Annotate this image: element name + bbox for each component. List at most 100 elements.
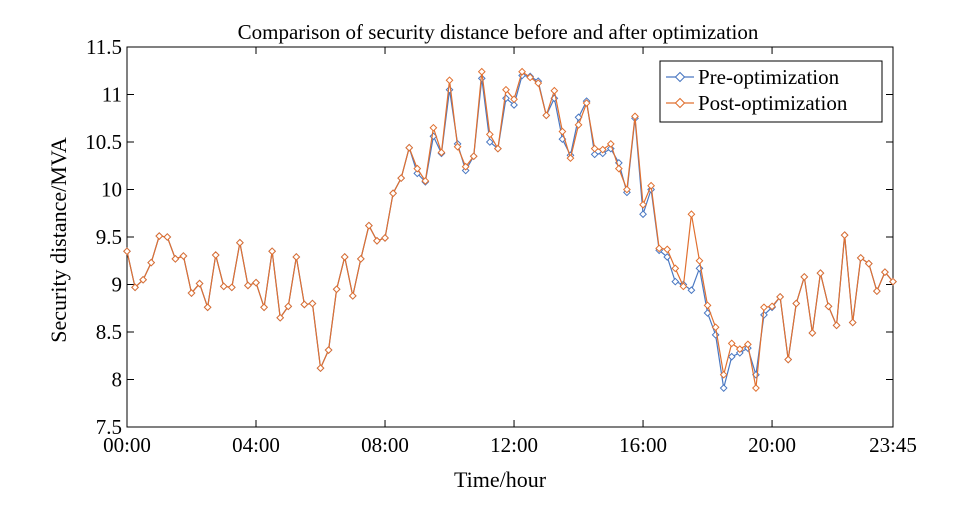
data-point-marker	[614, 164, 623, 173]
data-point-marker	[397, 174, 406, 183]
data-point-marker	[252, 278, 260, 287]
data-point-marker	[139, 275, 148, 284]
data-point-marker	[679, 282, 688, 291]
data-point-marker	[421, 177, 430, 185]
data-point-marker	[623, 185, 631, 194]
data-point-marker	[171, 254, 180, 263]
data-point-marker	[477, 74, 486, 83]
legend-label-pre: Pre-optimization	[698, 65, 840, 89]
data-point-marker	[558, 127, 567, 136]
data-point-marker	[840, 231, 849, 240]
data-point-marker	[631, 112, 639, 121]
data-point-marker	[405, 143, 414, 152]
data-point-marker	[655, 244, 664, 253]
data-point-marker	[187, 289, 196, 297]
data-point-marker	[179, 252, 188, 260]
y-tick-label: 7.5	[96, 415, 122, 439]
data-point-marker	[687, 210, 696, 219]
data-point-marker	[864, 259, 873, 268]
data-point-marker	[881, 268, 889, 277]
y-tick-label: 9.5	[96, 225, 122, 249]
data-point-marker	[340, 253, 349, 261]
data-point-marker	[469, 152, 478, 161]
data-point-marker	[268, 247, 277, 256]
data-point-marker	[324, 346, 333, 354]
y-tick-label: 11.5	[86, 35, 122, 59]
y-tick-label: 8.5	[96, 320, 122, 344]
data-point-marker	[123, 247, 131, 256]
data-point-marker	[373, 236, 381, 245]
y-axis: 7.5 8 8.5 9 9.5 10 10.5 11 11.5	[85, 35, 893, 439]
y-tick-label: 11	[102, 83, 122, 107]
data-point-marker	[413, 164, 422, 173]
data-point-marker	[671, 277, 680, 286]
data-point-marker	[308, 299, 317, 308]
y-tick-label: 10	[101, 178, 122, 202]
data-point-marker	[574, 113, 583, 122]
data-point-marker	[784, 355, 793, 364]
x-tick-label: 12:00	[490, 433, 538, 457]
data-point-marker	[743, 340, 752, 349]
data-point-marker	[203, 303, 212, 312]
data-point-marker	[155, 232, 164, 240]
data-point-marker	[639, 200, 647, 209]
data-point-marker	[566, 154, 575, 163]
data-point-marker	[461, 162, 470, 171]
x-tick-label: 04:00	[232, 433, 280, 457]
legend-box	[659, 60, 883, 123]
data-point-marker	[808, 329, 817, 337]
data-point-marker	[574, 120, 583, 129]
data-point-marker	[889, 277, 897, 286]
x-tick-label: 20:00	[748, 433, 796, 457]
data-point-marker	[356, 254, 365, 263]
y-tick-label: 8	[112, 368, 123, 392]
data-point-marker	[195, 279, 204, 288]
x-tick-label: 23:45	[869, 433, 917, 457]
chart-title: Comparison of security distance before a…	[238, 20, 759, 44]
legend-marker-pre	[674, 71, 686, 83]
data-point-marker	[856, 253, 865, 262]
y-tick-label: 10.5	[85, 130, 122, 154]
data-point-marker	[292, 253, 301, 261]
data-point-marker	[260, 303, 268, 312]
data-point-marker	[550, 86, 559, 95]
data-point-marker	[695, 256, 704, 265]
x-axis-label: Time/hour	[454, 467, 547, 492]
legend: Pre-optimization Post-optimization	[659, 60, 883, 123]
data-point-marker	[800, 272, 809, 281]
data-point-marker	[348, 291, 357, 300]
x-tick-label: 00:00	[103, 433, 151, 457]
data-point-marker	[711, 323, 720, 332]
data-point-marker	[381, 234, 389, 242]
data-point-marker	[437, 148, 446, 157]
data-point-marker	[816, 269, 825, 278]
legend-marker-post	[674, 97, 686, 109]
data-point-marker	[719, 370, 728, 379]
data-point-marker	[510, 101, 518, 109]
data-point-marker	[163, 233, 172, 241]
data-point-marker	[244, 281, 252, 290]
data-point-marker	[445, 76, 454, 85]
data-point-marker	[590, 150, 599, 159]
data-point-marker	[687, 286, 696, 295]
data-point-marker	[502, 94, 510, 103]
data-point-marker	[534, 79, 543, 88]
data-point-marker	[760, 310, 768, 319]
data-point-marker	[727, 339, 736, 348]
data-point-marker	[389, 189, 397, 198]
data-point-marker	[711, 330, 720, 339]
y-tick-label: 9	[112, 273, 123, 297]
data-point-marker	[719, 384, 728, 392]
data-point-marker	[211, 251, 220, 259]
data-point-marker	[671, 264, 680, 273]
data-point-marker	[300, 300, 309, 309]
y-axis-label: Security distance/MVA	[46, 137, 71, 343]
data-point-marker	[792, 299, 801, 308]
data-point-marker	[518, 67, 527, 76]
data-point-marker	[526, 73, 535, 82]
data-point-marker	[445, 85, 454, 94]
data-point-marker	[227, 283, 236, 292]
data-point-marker	[872, 287, 881, 296]
data-point-marker	[760, 303, 768, 312]
